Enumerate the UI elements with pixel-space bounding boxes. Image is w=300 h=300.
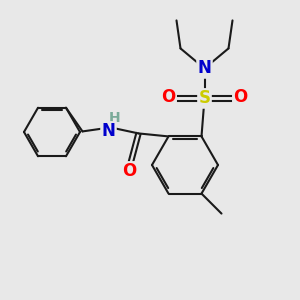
Text: S: S [199,89,211,107]
Text: N: N [198,59,212,77]
Text: N: N [102,122,116,140]
Text: O: O [161,88,176,106]
Text: O: O [122,162,136,180]
Text: H: H [109,111,120,125]
Text: O: O [233,88,248,106]
